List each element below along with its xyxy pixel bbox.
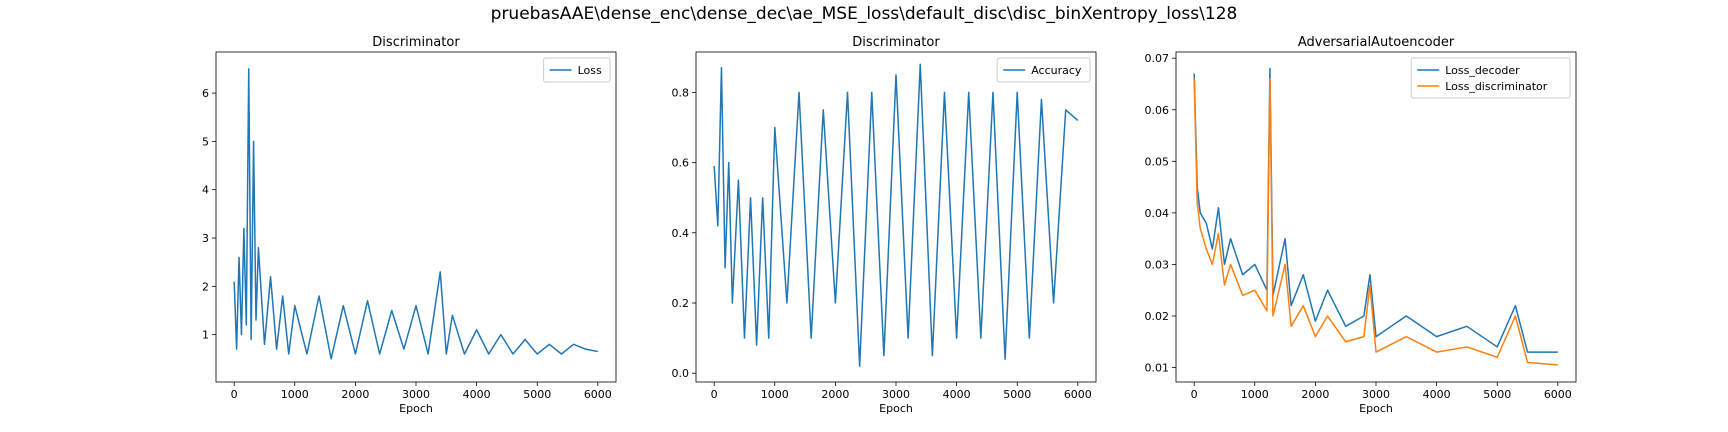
- x-tick-label: 1000: [1241, 388, 1269, 401]
- legend-box: [543, 57, 611, 83]
- y-tick-label: 0.6: [672, 157, 690, 170]
- chart-title: Discriminator: [372, 35, 460, 50]
- y-tick-label: 0.0: [672, 367, 690, 380]
- legend-box: [1410, 57, 1571, 99]
- x-axis-label: Epoch: [879, 402, 913, 415]
- x-tick-label: 3000: [882, 388, 910, 401]
- x-tick-label: 2000: [341, 388, 369, 401]
- x-tick-label: 6000: [1544, 388, 1572, 401]
- y-tick-label: 6: [202, 87, 209, 100]
- y-tick-label: 0.04: [1145, 207, 1170, 220]
- series-line-accuracy: [713, 63, 1079, 367]
- x-tick-label: 4000: [943, 388, 971, 401]
- y-tick-label: 4: [202, 184, 209, 197]
- x-tick-label: 6000: [584, 388, 612, 401]
- chart-title: AdversarialAutoencoder: [1298, 35, 1455, 50]
- x-axis-label: Epoch: [399, 402, 433, 415]
- x-tick-label: 0: [711, 388, 718, 401]
- y-tick-label: 0.05: [1145, 155, 1170, 168]
- figure-suptitle: pruebasAAE\dense_enc\dense_dec\ae_MSE_lo…: [490, 4, 1238, 24]
- x-tick-label: 2000: [1301, 388, 1329, 401]
- legend-label: Loss_discriminator: [1445, 80, 1548, 93]
- y-tick-label: 0.07: [1145, 52, 1170, 65]
- legend-box: [996, 57, 1091, 83]
- x-tick-label: 1000: [281, 388, 309, 401]
- y-tick-label: 3: [202, 232, 209, 245]
- x-tick-label: 0: [231, 388, 238, 401]
- series-line-loss: [233, 68, 598, 360]
- x-tick-label: 5000: [1003, 388, 1031, 401]
- legend-label: Loss: [578, 64, 602, 77]
- chart-title: Discriminator: [852, 35, 940, 50]
- y-tick-label: 0.2: [672, 297, 690, 310]
- x-tick-label: 6000: [1064, 388, 1092, 401]
- y-tick-label: 0.02: [1145, 310, 1170, 323]
- plot-frame: [215, 51, 617, 383]
- y-tick-label: 0.8: [672, 86, 690, 99]
- x-axis-label: Epoch: [1359, 402, 1393, 415]
- chart-panel-1: 0 1000 2000 3000 4000 5000 6000 1 2 3 4 5 6 Discrimin…: [202, 35, 617, 415]
- x-tick-label: 2000: [821, 388, 849, 401]
- series-line-loss-decoder: [1193, 67, 1558, 353]
- x-tick-label: 5000: [523, 388, 551, 401]
- x-tick-label: 4000: [463, 388, 491, 401]
- legend: Loss: [543, 57, 611, 83]
- x-tick-label: 1000: [761, 388, 789, 401]
- x-tick-label: 5000: [1483, 388, 1511, 401]
- y-tick-label: 0.01: [1145, 362, 1170, 375]
- x-tick-label: 3000: [402, 388, 430, 401]
- x-tick-label: 3000: [1362, 388, 1390, 401]
- y-tick-label: 0.06: [1145, 104, 1170, 117]
- y-tick-label: 2: [202, 280, 209, 293]
- y-tick-label: 0.03: [1145, 258, 1170, 271]
- chart-panel-3: 0 1000 2000 3000 4000 5000 6000 0.01 0.02 0.03 0.0…: [1145, 35, 1577, 415]
- legend-label: Accuracy: [1031, 64, 1082, 77]
- x-tick-label: 0: [1191, 388, 1198, 401]
- legend: Loss_decoder Loss_discriminator: [1410, 57, 1571, 99]
- y-tick-label: 5: [202, 135, 209, 148]
- y-tick-label: 1: [202, 329, 209, 342]
- chart-panel-2: 0 1000 2000 3000 4000 5000 6000 0.0 0.2 0.4 0.6 0.8…: [672, 35, 1097, 415]
- legend-label: Loss_decoder: [1445, 64, 1520, 77]
- y-tick-label: 0.4: [672, 227, 690, 240]
- series-line-loss-discriminator: [1193, 78, 1558, 366]
- x-tick-label: 4000: [1423, 388, 1451, 401]
- legend: Accuracy: [996, 57, 1091, 83]
